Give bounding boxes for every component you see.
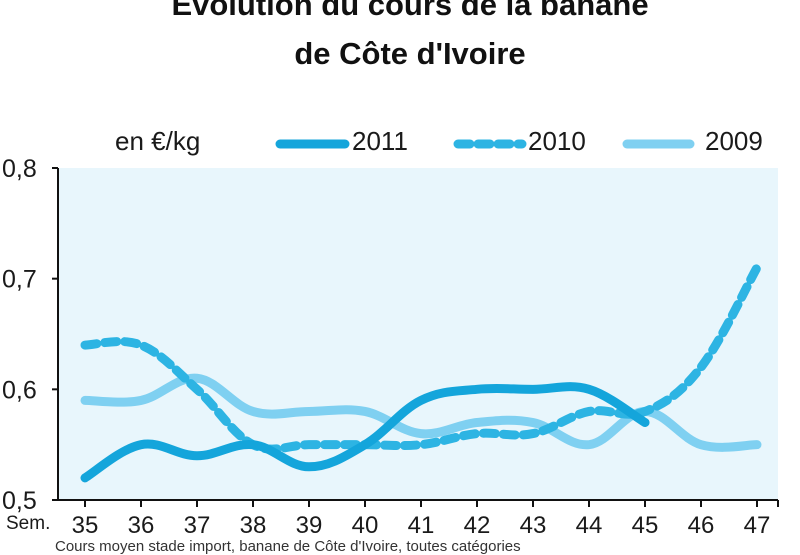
x-tick-label: 44 (576, 512, 603, 539)
unit-label: en €/kg (115, 126, 201, 156)
x-tick-label: 41 (408, 512, 435, 539)
x-tick-label: 45 (632, 512, 659, 539)
chart-title-line-1: Evolution du cours de la banane (171, 0, 649, 22)
legend-label-2010: 2010 (528, 126, 586, 156)
y-axis: 0,5 0,6 0,7 0,8 (2, 155, 58, 515)
y-tick-label: 0,5 (2, 487, 37, 515)
x-tick-label: 43 (520, 512, 547, 539)
chart-title-line-2: de Côte d'Ivoire (294, 36, 526, 71)
x-tick-label: 40 (352, 512, 379, 539)
series-line-2011 (80, 382, 650, 483)
x-tick-label: 36 (128, 512, 155, 539)
x-tick-label: 39 (296, 512, 323, 539)
x-tick-label: 38 (240, 512, 267, 539)
legend-label-2009: 2009 (705, 126, 763, 156)
y-tick-label: 0,7 (2, 266, 37, 294)
x-tick-label: 46 (688, 512, 715, 539)
legend-label-2011: 2011 (352, 126, 408, 156)
series-line-2010 (80, 263, 762, 454)
y-tick-label: 0,6 (2, 376, 37, 404)
x-tick-label: 47 (744, 512, 771, 539)
x-axis-prefix: Sem. (6, 513, 51, 534)
x-tick-label: 42 (464, 512, 491, 539)
series-lines (80, 263, 762, 483)
footnote: Cours moyen stade import, banane de Côte… (55, 538, 521, 555)
y-tick-label: 0,8 (2, 155, 37, 183)
x-tick-label: 35 (72, 512, 99, 539)
x-tick-label: 37 (184, 512, 211, 539)
x-axis: 35 36 37 38 39 40 41 42 43 44 45 46 47 (72, 500, 779, 539)
